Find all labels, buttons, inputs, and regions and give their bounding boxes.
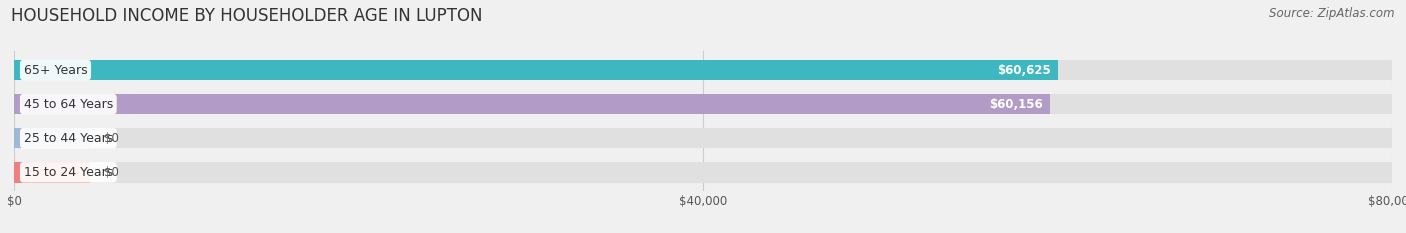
- Text: $60,625: $60,625: [998, 64, 1052, 76]
- Text: 45 to 64 Years: 45 to 64 Years: [24, 98, 112, 111]
- Text: 65+ Years: 65+ Years: [24, 64, 87, 76]
- Bar: [14, 94, 1392, 114]
- Text: $0: $0: [104, 132, 118, 145]
- Text: Source: ZipAtlas.com: Source: ZipAtlas.com: [1270, 7, 1395, 20]
- Text: 15 to 24 Years: 15 to 24 Years: [24, 166, 112, 179]
- Bar: [14, 162, 1392, 182]
- Bar: [14, 60, 1059, 80]
- Text: $0: $0: [104, 166, 118, 179]
- Bar: [14, 94, 1050, 114]
- Text: 25 to 44 Years: 25 to 44 Years: [24, 132, 112, 145]
- Bar: [14, 128, 90, 148]
- Bar: [14, 128, 1392, 148]
- Bar: [14, 60, 1392, 80]
- Text: HOUSEHOLD INCOME BY HOUSEHOLDER AGE IN LUPTON: HOUSEHOLD INCOME BY HOUSEHOLDER AGE IN L…: [11, 7, 482, 25]
- Bar: [14, 162, 90, 182]
- Text: $60,156: $60,156: [990, 98, 1043, 111]
